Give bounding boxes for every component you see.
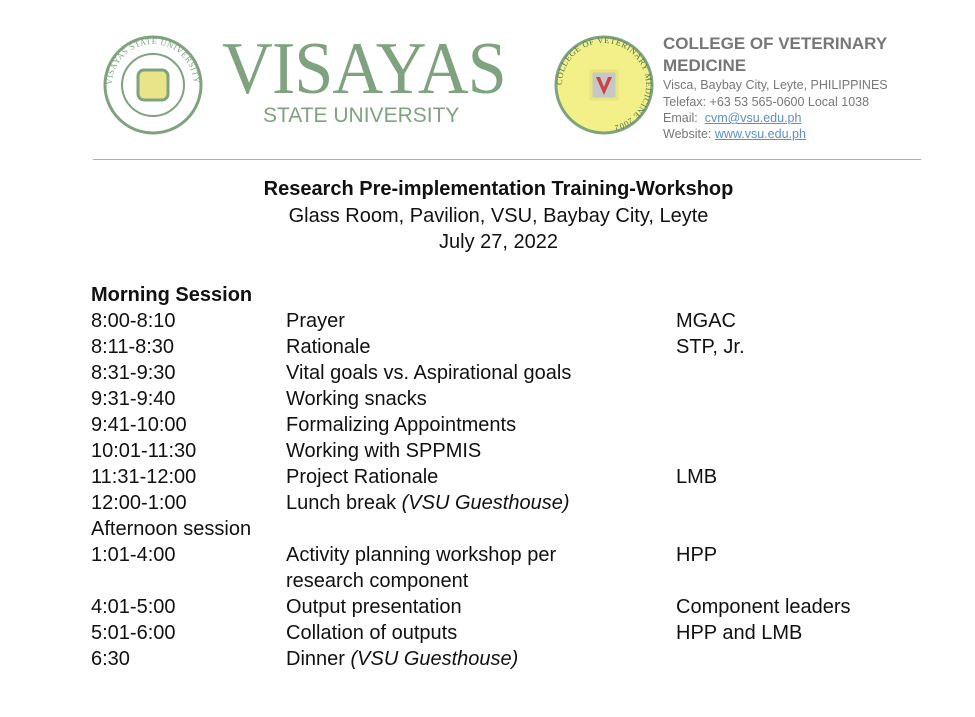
activity-cell: Prayer xyxy=(286,309,345,333)
email-label: Email: xyxy=(663,111,698,125)
person-cell: HPP and LMB xyxy=(676,622,803,644)
schedule-row: 5:01-6:00 Collation of outputs HPP and LMB xyxy=(0,621,975,647)
activity-text: Working with SPPMIS xyxy=(286,440,482,462)
time-cell: 6:30 xyxy=(91,648,130,670)
activity-text: Vital goals vs. Aspirational goals xyxy=(286,362,572,384)
email-link[interactable]: cvm@vsu.edu.ph xyxy=(704,111,802,125)
schedule-row-continuation: research component xyxy=(0,569,975,595)
schedule-row: 11:31-12:00 Project Rationale LMB xyxy=(0,465,975,491)
activity-cell: Lunch break (VSU Guesthouse) xyxy=(286,491,570,515)
activity-cell: Formalizing Appointments xyxy=(286,413,516,437)
activity-cell: Rationale xyxy=(286,335,371,359)
afternoon-session-heading: Afternoon session xyxy=(91,518,252,540)
college-name-2: MEDICINE xyxy=(663,56,747,75)
person-cell: Component leaders xyxy=(676,596,851,618)
college-name: COLLEGE OF VETERINARY xyxy=(663,34,888,53)
activity-text: Formalizing Appointments xyxy=(286,414,517,436)
morning-session-heading: Morning Session xyxy=(91,284,253,306)
schedule-row: 4:01-5:00 Output presentation Component le… xyxy=(0,595,975,621)
time-cell: 1:01-4:00 xyxy=(91,544,176,566)
activity-cell: research component xyxy=(286,570,469,592)
activity-cell: Working snacks xyxy=(286,387,427,411)
college-email: Email: cvm@vsu.edu.ph xyxy=(663,111,801,126)
activity-note: (VSU Guesthouse) xyxy=(401,492,570,514)
activity-cell: Working with SPPMIS xyxy=(286,439,481,463)
activity-cell: Collation of outputs xyxy=(286,621,457,645)
activity-cell: Activity planning workshop per xyxy=(286,543,556,567)
time-cell: 8:31-9:30 xyxy=(91,362,176,384)
activity-cell: Output presentation xyxy=(286,595,462,619)
caduceus-v-icon xyxy=(596,77,612,95)
activity-text: Project Rationale xyxy=(286,466,439,488)
activity-cell: Vital goals vs. Aspirational goals xyxy=(286,361,571,385)
time-cell: 9:31-9:40 xyxy=(91,388,176,410)
schedule-row: 8:11-8:30 Rationale STP, Jr. xyxy=(0,335,975,361)
website-link[interactable]: www.vsu.edu.ph xyxy=(714,127,806,141)
time-cell: 8:11-8:30 xyxy=(91,336,175,358)
activity-text: Collation of outputs xyxy=(286,622,458,644)
schedule-row: 8:31-9:30 Vital goals vs. Aspirational go… xyxy=(0,361,975,387)
event-venue: Glass Room, Pavilion, VSU, Baybay City, … xyxy=(288,205,709,227)
time-cell: 5:01-6:00 xyxy=(91,622,176,644)
vsu-seal-logo: VISAYAS STATE UNIVERSITY xyxy=(103,35,203,135)
header-divider xyxy=(93,159,921,160)
college-address: Visca, Baybay City, Leyte, PHILIPPINES xyxy=(663,78,888,92)
website-label: Website: xyxy=(663,127,712,141)
activity-text: Lunch break xyxy=(286,492,402,514)
cvm-seal-logo: COLLEGE OF VETERINARY MEDICINE 2002 xyxy=(554,35,654,135)
schedule-row: 9:41-10:00 Formalizing Appointments xyxy=(0,413,975,439)
schedule-row: 12:00-1:00 Lunch break (VSU Guesthouse) xyxy=(0,491,975,517)
schedule-row: 9:31-9:40 Working snacks xyxy=(0,387,975,413)
event-date: July 27, 2022 xyxy=(439,231,558,253)
time-cell: 9:41-10:00 xyxy=(91,414,187,436)
activity-text: Working snacks xyxy=(286,388,427,410)
activity-text: Dinner xyxy=(286,648,351,670)
college-website: Website: www.vsu.edu.ph xyxy=(663,127,806,142)
vsu-wordmark: VISAYAS xyxy=(222,28,507,110)
time-cell: 10:01-11:30 xyxy=(91,440,197,462)
activity-text: Output presentation xyxy=(286,596,462,618)
activity-text: Activity planning workshop per xyxy=(286,544,557,566)
time-cell: 11:31-12:00 xyxy=(91,466,197,488)
activity-text: Rationale xyxy=(286,336,371,358)
activity-cell: Dinner (VSU Guesthouse) xyxy=(286,647,518,671)
schedule-row: 6:30 Dinner (VSU Guesthouse) xyxy=(0,647,975,673)
person-cell: STP, Jr. xyxy=(676,336,745,358)
event-title: Research Pre-implementation Training-Wor… xyxy=(263,178,734,200)
vsu-subtitle: STATE UNIVERSITY xyxy=(263,104,460,127)
schedule-row: 10:01-11:30 Working with SPPMIS xyxy=(0,439,975,465)
schedule-row: 1:01-4:00 Activity planning workshop per H… xyxy=(0,543,975,569)
person-cell: MGAC xyxy=(676,310,736,332)
college-telefax: Telefax: +63 53 565-0600 Local 1038 xyxy=(663,95,870,109)
activity-note: (VSU Guesthouse) xyxy=(350,648,519,670)
time-cell: 4:01-5:00 xyxy=(91,596,176,618)
time-cell: 8:00-8:10 xyxy=(91,310,176,332)
activity-text: Prayer xyxy=(286,310,345,332)
person-cell: LMB xyxy=(676,466,718,488)
activity-cell: Project Rationale xyxy=(286,465,438,489)
person-cell: HPP xyxy=(676,544,718,566)
time-cell: 12:00-1:00 xyxy=(91,492,187,514)
schedule-row: 8:00-8:10 Prayer MGAC xyxy=(0,309,975,335)
